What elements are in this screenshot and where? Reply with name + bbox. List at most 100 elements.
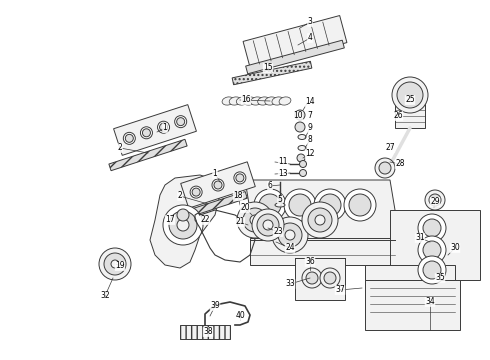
Bar [232,61,312,85]
Ellipse shape [272,97,284,105]
Polygon shape [390,210,480,280]
Circle shape [254,189,286,221]
Text: 8: 8 [308,135,313,144]
Text: 19: 19 [115,261,125,270]
Bar [177,192,247,220]
Text: 39: 39 [210,302,220,310]
Circle shape [319,194,341,216]
Text: 35: 35 [435,274,445,283]
Circle shape [315,215,325,225]
Text: 2: 2 [178,192,182,201]
Ellipse shape [275,203,285,207]
Bar [243,15,347,68]
Text: 27: 27 [385,144,395,153]
Circle shape [429,194,441,206]
Text: 26: 26 [393,112,403,121]
Circle shape [302,202,338,238]
Circle shape [375,158,395,178]
Text: 3: 3 [308,18,313,27]
Circle shape [214,181,222,189]
Circle shape [177,118,185,126]
Text: 37: 37 [335,285,345,294]
Circle shape [320,268,340,288]
Ellipse shape [222,97,234,105]
Text: 6: 6 [268,181,272,190]
Ellipse shape [298,135,306,139]
Circle shape [299,170,307,176]
Bar [180,325,230,339]
Bar [114,105,196,156]
Text: 15: 15 [263,63,273,72]
Text: 10: 10 [293,112,303,121]
Circle shape [252,209,284,241]
Text: 7: 7 [308,112,313,121]
Ellipse shape [250,97,263,105]
Text: 9: 9 [308,123,313,132]
Circle shape [278,223,302,247]
Circle shape [158,121,170,133]
Circle shape [174,116,187,128]
Circle shape [141,127,152,139]
Text: 21: 21 [235,217,245,226]
Circle shape [259,194,281,216]
Bar [109,139,187,171]
Circle shape [263,220,273,230]
Circle shape [212,179,224,191]
Circle shape [344,189,376,221]
Ellipse shape [258,97,270,105]
Circle shape [272,217,308,253]
Text: 14: 14 [305,98,315,107]
Ellipse shape [244,97,255,105]
Text: 1: 1 [213,170,218,179]
Circle shape [392,77,428,113]
Text: 11: 11 [278,158,288,166]
Circle shape [285,230,295,240]
Text: 23: 23 [273,228,283,237]
Text: 30: 30 [450,243,460,252]
Circle shape [308,208,332,232]
Text: 29: 29 [430,198,440,207]
Circle shape [234,172,246,184]
Circle shape [299,161,307,167]
Circle shape [295,122,305,132]
Circle shape [423,241,441,259]
Ellipse shape [298,145,306,150]
Polygon shape [395,100,425,128]
Circle shape [295,110,305,120]
Circle shape [349,194,371,216]
Circle shape [418,236,446,264]
Text: 36: 36 [305,257,315,266]
Circle shape [423,219,441,237]
Text: 32: 32 [100,292,110,301]
Circle shape [125,134,133,142]
Circle shape [297,154,305,162]
Circle shape [237,202,273,238]
Circle shape [163,205,203,245]
Circle shape [379,162,391,174]
Bar [245,40,344,74]
Circle shape [302,268,322,288]
Bar [365,280,460,330]
Text: 33: 33 [285,279,295,288]
Polygon shape [365,265,455,280]
Text: 2: 2 [118,144,122,153]
Circle shape [160,123,168,131]
Bar [181,162,255,208]
Circle shape [423,261,441,279]
Ellipse shape [236,97,248,105]
Circle shape [306,272,318,284]
Ellipse shape [229,97,241,105]
Polygon shape [245,180,400,240]
Ellipse shape [279,97,291,105]
Text: 17: 17 [165,216,175,225]
Bar [295,258,345,300]
Circle shape [418,214,446,242]
Circle shape [284,189,316,221]
Ellipse shape [265,97,277,105]
Circle shape [257,214,279,236]
Circle shape [177,219,189,231]
Circle shape [314,189,346,221]
Circle shape [289,194,311,216]
Text: 1: 1 [163,123,168,132]
Text: 40: 40 [235,311,245,320]
